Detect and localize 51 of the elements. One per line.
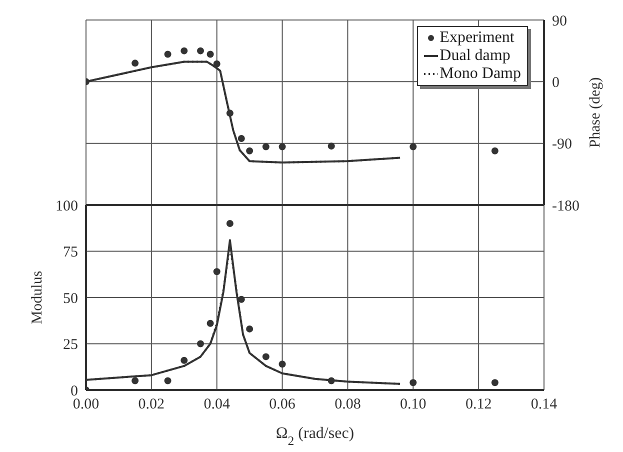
point: [206, 50, 214, 58]
point: [132, 60, 139, 67]
x-tick-label: 0.00: [72, 396, 100, 413]
y-tick-label: 90: [552, 13, 567, 30]
y-tick-label: 75: [63, 244, 78, 261]
point: [197, 47, 204, 54]
point: [238, 296, 245, 303]
point: [132, 377, 139, 384]
y-tick-label: 50: [63, 290, 78, 307]
y-tick-label: 100: [56, 198, 78, 214]
legend-label: Dual damp: [440, 47, 510, 65]
point: [164, 50, 172, 58]
y-tick-label: 0: [552, 74, 560, 91]
x-tick-label: 0.08: [334, 396, 361, 413]
point: [180, 356, 188, 364]
y-tick-label: -180: [552, 198, 580, 214]
point: [246, 325, 254, 332]
point: [246, 147, 254, 154]
point: [164, 377, 172, 384]
y-axis-title: Modulus: [29, 270, 46, 324]
legend-label: Experiment: [440, 29, 514, 47]
y-axis-title: Phase (deg): [587, 77, 604, 148]
x-tick-label: 0.04: [204, 396, 230, 413]
y-tick-label: 25: [63, 337, 78, 354]
point: [491, 379, 498, 386]
point: [262, 143, 270, 150]
point: [238, 135, 245, 142]
y-tick-label: 0: [70, 383, 78, 400]
point: [328, 142, 335, 150]
point: [213, 268, 220, 276]
x-tick-label: 0.12: [465, 396, 492, 413]
point: [180, 47, 188, 54]
point: [226, 220, 234, 227]
point: [197, 340, 204, 348]
point: [213, 60, 220, 68]
point: [278, 360, 286, 368]
point: [328, 377, 335, 384]
point: [278, 143, 286, 150]
legend-label: Mono Damp: [440, 65, 521, 83]
y-tick-label: -90: [552, 136, 572, 153]
x-axis-title: Ω$_{2}$ (rad/sec): [276, 425, 354, 448]
x-tick-label: 0.14: [530, 396, 558, 413]
x-tick-label: 0.10: [400, 396, 426, 413]
point: [410, 143, 417, 150]
point: [262, 353, 270, 360]
point: [206, 320, 214, 327]
point: [226, 110, 234, 117]
x-tick-label: 0.06: [269, 396, 296, 413]
x-tick-label: 0.02: [138, 396, 165, 413]
point: [491, 147, 498, 154]
point: [410, 379, 417, 386]
